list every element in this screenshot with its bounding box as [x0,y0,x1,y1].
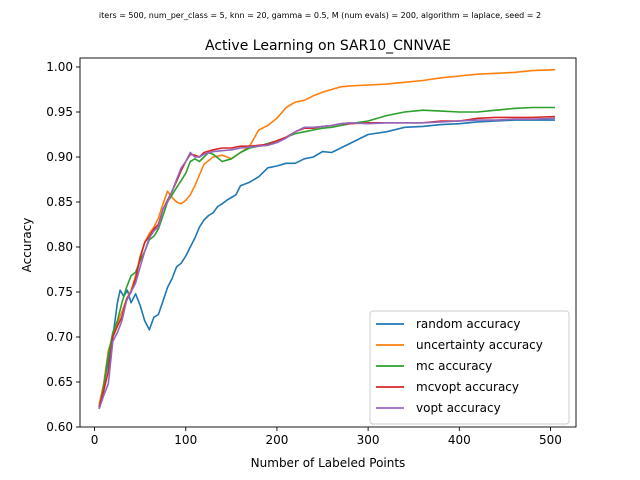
x-axis-label: Number of Labeled Points [251,456,406,470]
series-lines [98,68,556,410]
legend-label: uncertainty accuracy [416,338,543,352]
series-line-vopt-accuracy [98,117,556,410]
y-tick-label: 0.65 [46,375,73,389]
x-tick-label: 200 [265,433,288,447]
x-tick-label: 500 [539,433,562,447]
axes-frame [79,57,577,428]
x-tick-label: 0 [91,433,99,447]
legend-label: vopt accuracy [416,401,501,415]
y-tick-label: 0.80 [46,240,73,254]
y-tick-label: 0.60 [46,420,73,434]
chart-title: Active Learning on SAR10_CNNVAE [205,38,451,54]
series-line-random-accuracy [98,119,555,408]
y-axis-label: Accuracy [20,218,34,273]
y-tick-label: 1.00 [46,60,73,74]
legend: random accuracy uncertainty accuracy mc ac… [369,310,570,425]
legend-label: mcvopt accuracy [416,380,519,394]
x-tick-label: 300 [357,433,380,447]
legend-label: mc accuracy [416,359,492,373]
y-tick-label: 0.85 [46,195,73,209]
x-tick-label: 400 [448,433,471,447]
x-tick-label: 100 [174,433,197,447]
legend-box [369,310,570,425]
figure-suptitle: iters = 500, num_per_class = 5, knn = 20… [99,11,541,20]
legend-label: random accuracy [416,317,521,331]
plot-area: 0 100 200 300 400 500 0.60 0.65 0.70 0.75 0.80 0.85… [46,57,577,447]
y-tick-label: 0.90 [46,150,73,164]
y-tick-label: 0.70 [46,330,73,344]
y-tick-label: 0.95 [46,105,73,119]
y-tick-label: 0.75 [46,285,73,299]
